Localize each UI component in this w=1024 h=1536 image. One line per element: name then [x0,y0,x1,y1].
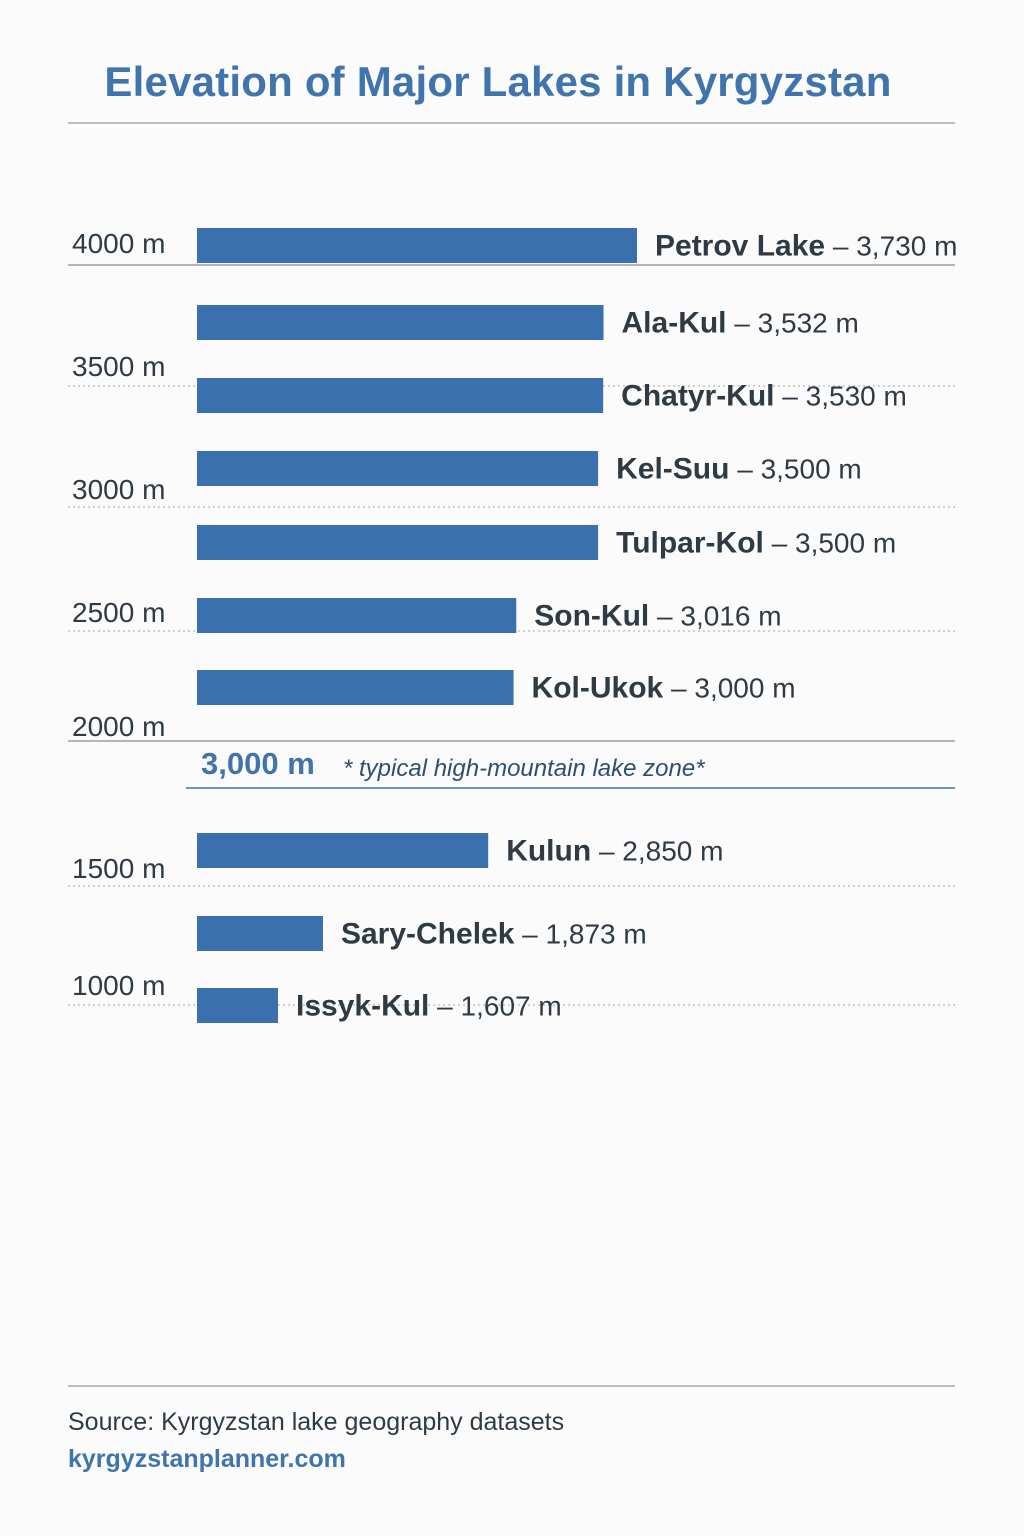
bar-label-value: – 2,850 m [591,836,723,867]
bar-label-name: Petrov Lake [655,230,825,263]
bar-label-value: – 1,607 m [429,991,561,1022]
bar [197,670,514,705]
bar [197,525,599,560]
footer-divider [68,1385,955,1387]
bar-label: Chatyr-Kul – 3,530 m [621,380,907,413]
bar-label-name: Ala-Kul [622,307,727,340]
bar-label-value: – 3,000 m [663,673,795,704]
bar-label-name: Son-Kul [534,600,649,633]
bar-label-name: Kulun [506,835,591,868]
bar [197,378,604,413]
bar-label: Petrov Lake – 3,730 m [655,230,957,263]
bar-label-value: – 3,500 m [729,454,861,485]
tick-label: 3000 m [72,474,165,505]
bar [197,228,637,263]
tick-label: 1500 m [72,853,165,884]
bar-label-value: – 3,530 m [775,381,907,412]
bar [197,988,278,1023]
reference-note: * typical high-mountain lake zone* [343,755,705,782]
bar [197,916,323,951]
bar-label-value: – 3,500 m [764,528,896,559]
bar-label-name: Tulpar-Kol [616,527,764,560]
tick-label: 2000 m [72,711,165,742]
tick-label: 2500 m [72,597,165,628]
website-link[interactable]: kyrgyzstanplanner.com [68,1445,346,1473]
bar-label: Son-Kul – 3,016 m [534,600,781,633]
bar-label-value: – 1,873 m [514,919,646,950]
lake-elevation-chart: 4000 m 3500 m 3000 m 2500 m 2000 m 1500 m 1000… [68,228,957,1023]
bar-label: Kel-Suu – 3,500 m [616,453,862,486]
title-divider [68,122,955,124]
reference-value: 3,000 m [201,746,315,781]
bar-label: Tulpar-Kol – 3,500 m [616,527,896,560]
bar-label-name: Kel-Suu [616,453,729,486]
chart-title: Elevation of Major Lakes in Kyrgyzstan [104,58,892,105]
tick-label: 3500 m [72,351,165,382]
bar-label-value: – 3,730 m [825,231,957,262]
tick-label: 4000 m [72,228,165,259]
bar-label-value: – 3,016 m [649,601,781,632]
bar [197,451,599,486]
source-note: Source: Kyrgyzstan lake geography datase… [68,1408,565,1436]
bar-label: Sary-Chelek – 1,873 m [341,918,647,951]
bar-label-name: Sary-Chelek [341,918,515,951]
bar [197,833,489,868]
bar-label: Kulun – 2,850 m [506,835,723,868]
bar-label-name: Kol-Ukok [532,672,664,705]
tick-label: 1000 m [72,970,165,1001]
bar-label-name: Chatyr-Kul [621,380,774,413]
bar [197,598,517,633]
bar-label-value: – 3,532 m [727,308,859,339]
bar-label: Ala-Kul – 3,532 m [622,307,859,340]
bar-label: Kol-Ukok – 3,000 m [532,672,796,705]
bar-label-name: Issyk-Kul [296,990,429,1023]
bar-label: Issyk-Kul – 1,607 m [296,990,562,1023]
bar [197,305,604,340]
